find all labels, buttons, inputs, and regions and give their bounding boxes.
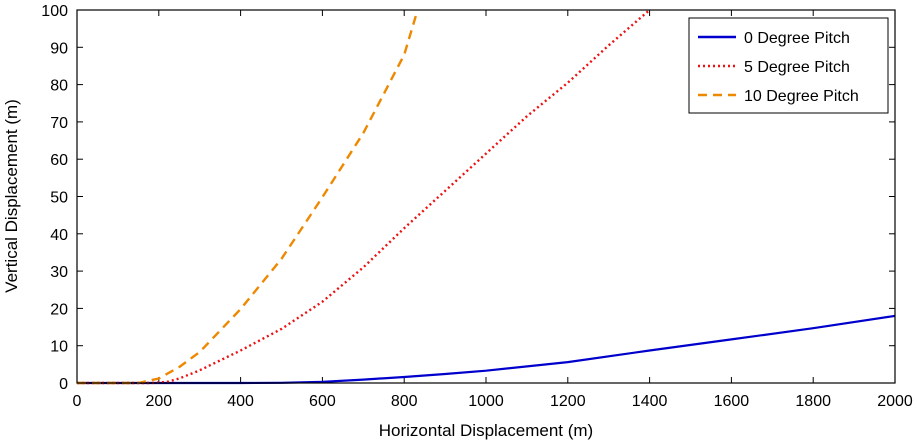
- y-tick-label: 100: [41, 3, 68, 20]
- legend-label-0: 0 Degree Pitch: [744, 30, 850, 47]
- series-line-2: [77, 13, 418, 385]
- x-tick-label: 800: [391, 393, 418, 410]
- y-tick-label: 70: [50, 115, 68, 132]
- legend-label-2: 10 Degree Pitch: [744, 88, 859, 105]
- legend: 0 Degree Pitch 5 Degree Pitch 10 Degree Pi…: [688, 17, 889, 114]
- y-tick-label: 10: [50, 339, 68, 356]
- y-tick-label: 30: [50, 264, 68, 281]
- x-tick-label: 200: [145, 393, 172, 410]
- y-tick-label: 50: [50, 190, 68, 207]
- plot-frame: [76, 9, 896, 384]
- y-tick-label: 0: [59, 376, 68, 393]
- series-line-0: [77, 314, 896, 385]
- x-axis-label: Horizontal Displacement (m): [379, 421, 593, 440]
- y-tick-label: 60: [50, 152, 68, 169]
- x-tick-label: 0: [73, 393, 82, 410]
- ticks-layer: 0 200 400 600 800 1000 1200 1400 1600 1800 2000 0 10…: [41, 3, 913, 410]
- legend-box: [688, 17, 889, 114]
- x-tick-label: 1200: [550, 393, 586, 410]
- y-tick-label: 40: [50, 227, 68, 244]
- series-line-1: [77, 9, 651, 385]
- y-tick-label: 20: [50, 301, 68, 318]
- x-tick-label: 1600: [714, 393, 750, 410]
- x-tick-label: 600: [309, 393, 336, 410]
- legend-label-1: 5 Degree Pitch: [744, 59, 850, 76]
- x-tick-label: 400: [227, 393, 254, 410]
- x-tick-label: 1000: [468, 393, 504, 410]
- x-tick-label: 1800: [795, 393, 831, 410]
- x-tick-label: 1400: [632, 393, 668, 410]
- y-tick-label: 80: [50, 78, 68, 95]
- x-tick-label: 2000: [877, 393, 913, 410]
- y-axis-label: Vertical Displacement (m): [2, 99, 21, 293]
- y-tick-label: 90: [50, 40, 68, 57]
